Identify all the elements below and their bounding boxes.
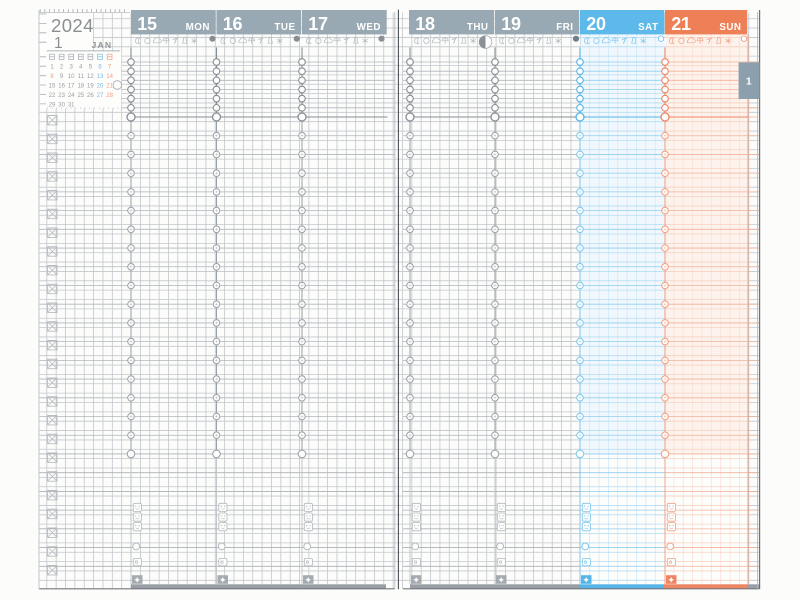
svg-text:19: 19 [87,84,94,90]
svg-text:SAT: SAT [638,22,658,33]
svg-text:1: 1 [54,35,63,52]
svg-text:MON: MON [186,22,210,33]
svg-text:4: 4 [79,65,83,71]
svg-text:8: 8 [50,74,54,80]
svg-text:3: 3 [70,65,74,71]
svg-text:6: 6 [98,65,102,71]
svg-text:25: 25 [77,93,84,99]
svg-text:12: 12 [87,74,94,80]
svg-text:15: 15 [137,14,157,34]
svg-text:17: 17 [308,14,328,34]
svg-text:5: 5 [89,65,93,71]
svg-text:1: 1 [50,65,54,71]
svg-text:16: 16 [58,84,65,90]
svg-text:20: 20 [586,14,606,34]
svg-text:FRI: FRI [556,22,573,33]
svg-text:15: 15 [49,84,56,90]
svg-text:1: 1 [746,76,752,88]
svg-text:7: 7 [108,65,112,71]
svg-text:23: 23 [58,93,65,99]
svg-text:WED: WED [357,22,381,33]
svg-text:18: 18 [415,14,435,34]
svg-text:21: 21 [671,14,691,34]
svg-text:18: 18 [77,84,84,90]
svg-text:JAN: JAN [92,40,113,50]
svg-text:14: 14 [106,74,113,80]
svg-text:27: 27 [97,93,104,99]
svg-text:16: 16 [223,14,243,34]
svg-text:19: 19 [501,14,521,34]
svg-text:THU: THU [467,22,489,33]
svg-text:13: 13 [97,74,104,80]
svg-text:SUN: SUN [719,22,741,33]
svg-text:2024: 2024 [51,15,94,36]
svg-text:30: 30 [58,102,65,108]
svg-text:24: 24 [68,93,75,99]
svg-text:9: 9 [60,74,64,80]
svg-text:10: 10 [68,74,75,80]
svg-text:29: 29 [49,102,56,108]
svg-text:31: 31 [68,102,75,108]
svg-text:20: 20 [97,84,104,90]
svg-text:17: 17 [68,84,75,90]
svg-text:28: 28 [106,93,113,99]
svg-text:26: 26 [87,93,94,99]
svg-text:21: 21 [106,84,113,90]
svg-text:2: 2 [60,65,64,71]
svg-text:TUE: TUE [274,22,295,33]
svg-text:11: 11 [78,74,85,80]
svg-text:22: 22 [49,93,56,99]
